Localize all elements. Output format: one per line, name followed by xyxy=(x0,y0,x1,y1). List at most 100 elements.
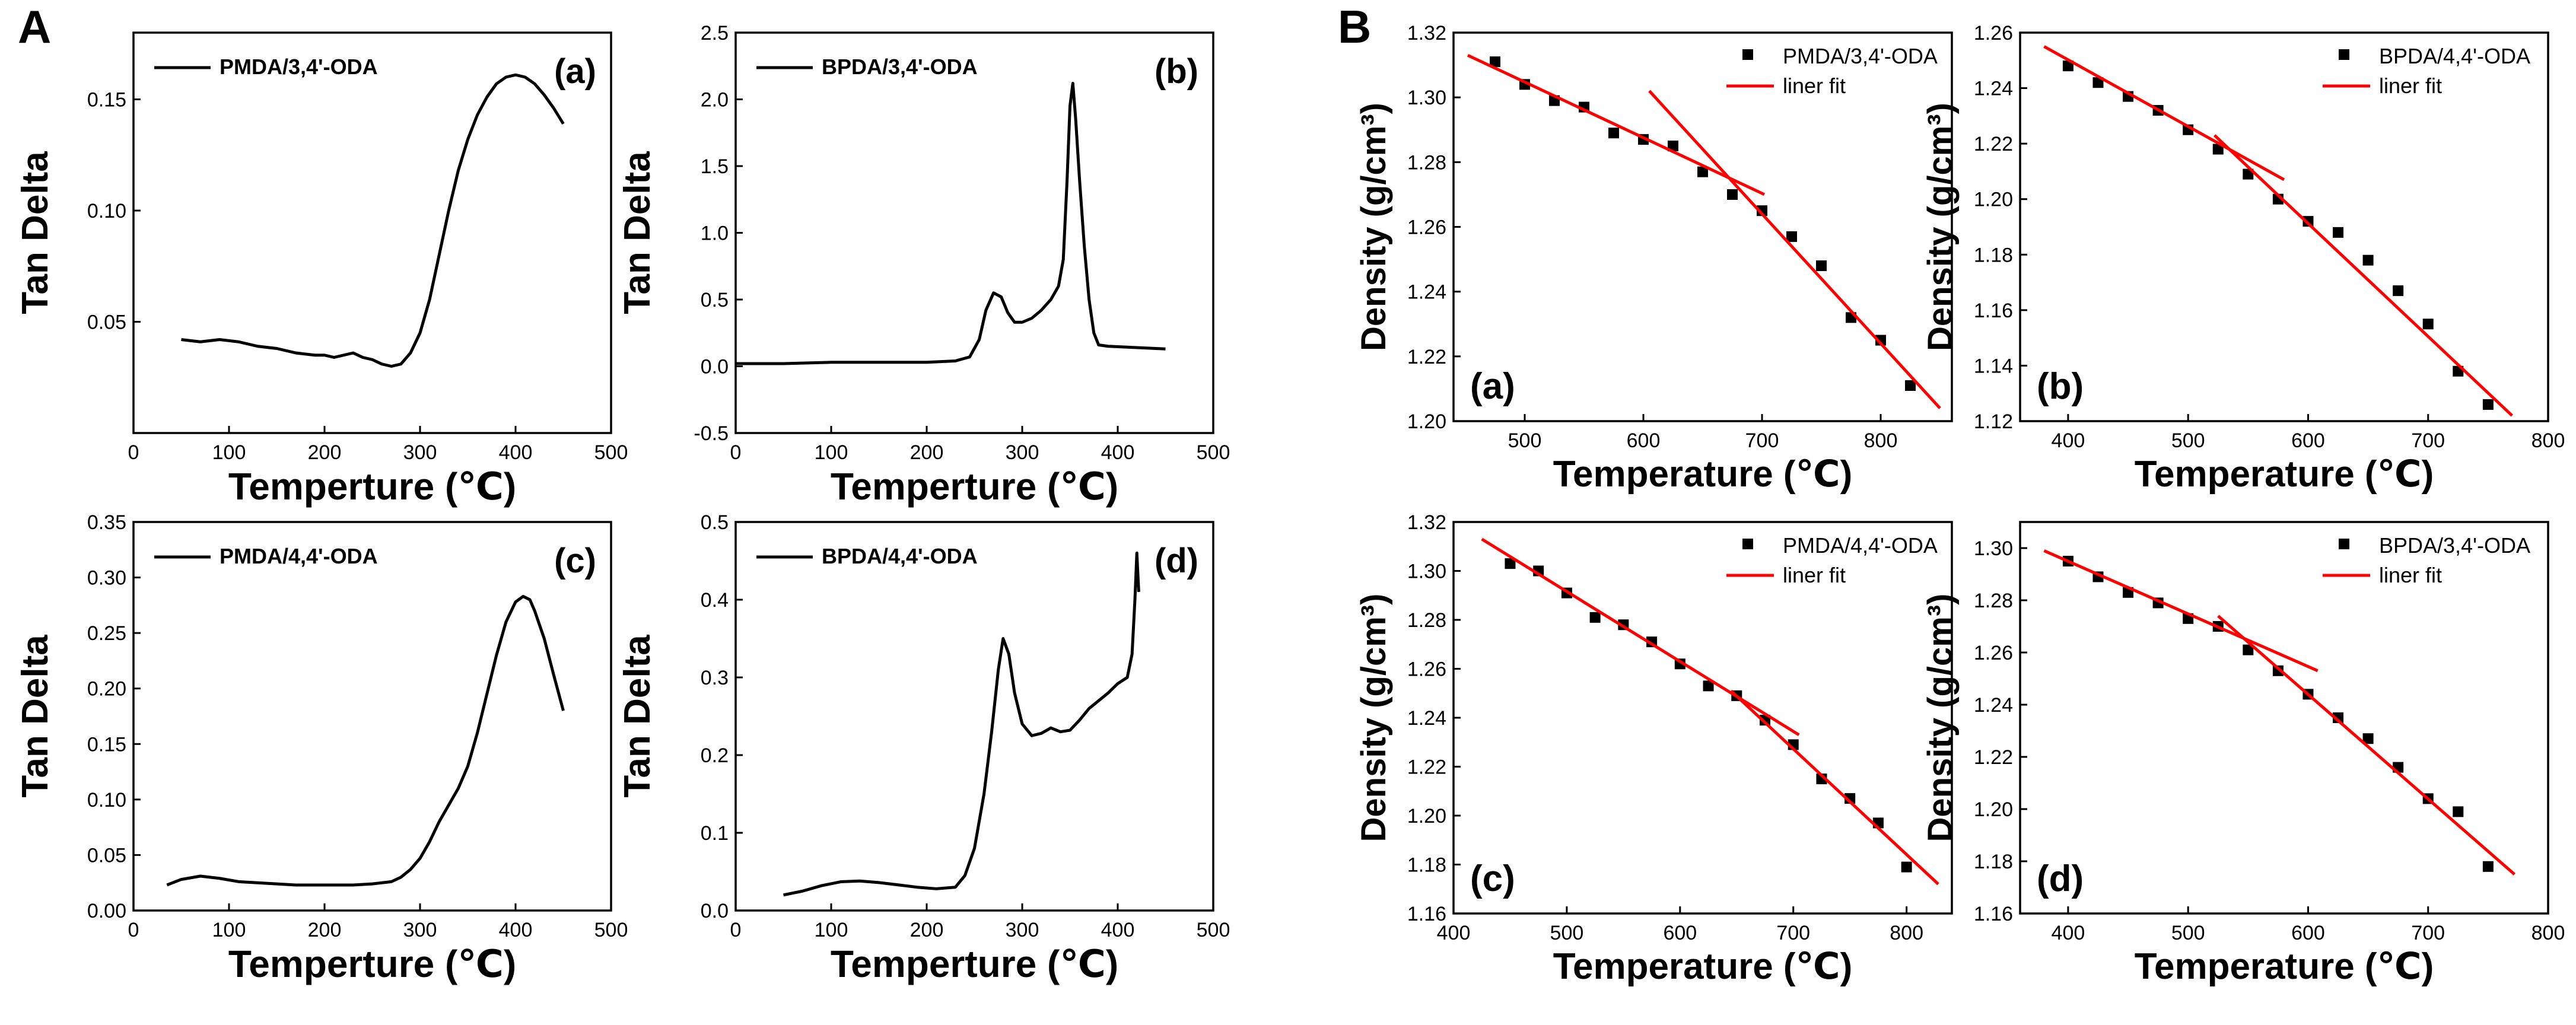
y-tick-label: 0.15 xyxy=(87,89,126,112)
y-tick-label: 0.0 xyxy=(701,356,729,378)
y-tick-label: 1.24 xyxy=(1974,78,2013,100)
x-tick-label: 500 xyxy=(2171,429,2205,452)
subplot-tag: (c) xyxy=(1470,858,1515,899)
x-tick-label: 400 xyxy=(2052,922,2085,944)
x-tick-label: 400 xyxy=(1437,922,1471,944)
chart-B-b: 400 500 600 700 800 1.12 1.14 1.16 1.18 1.20 1.22 1… xyxy=(1921,22,2565,495)
x-axis-label: Temperture (℃) xyxy=(228,943,516,985)
x-tick-label: 0 xyxy=(128,441,139,464)
data-point xyxy=(2482,399,2494,410)
y-tick-label: 1.12 xyxy=(1974,410,2013,433)
y-tick-label: 1.28 xyxy=(1407,609,1446,632)
x-tick-label: 700 xyxy=(2411,922,2445,944)
x-tick-label: 500 xyxy=(1508,429,1542,452)
data-point xyxy=(1668,141,1678,152)
x-axis-label: Temperture (℃) xyxy=(228,465,516,508)
y-tick-label: 1.24 xyxy=(1407,707,1446,730)
x-tick-label: 700 xyxy=(1776,922,1810,944)
data-point xyxy=(1703,680,1714,692)
x-tick-label: 500 xyxy=(594,441,628,464)
legend-label: PMDA/3,4'-ODA xyxy=(1783,44,1938,68)
y-tick-label: 0.30 xyxy=(87,567,126,590)
legend-label: BPDA/4,4'-ODA xyxy=(2379,44,2530,68)
plot-frame xyxy=(132,31,612,434)
y-tick-label: 1.20 xyxy=(1407,805,1446,827)
data-point xyxy=(1505,558,1516,569)
x-axis-label: Temperature (℃) xyxy=(2135,454,2434,495)
data-point xyxy=(1727,189,1738,200)
chart-A-c: 0 100 200 300 400 500 0.00 0.05 0.10 0.15 0.20 0.25… xyxy=(15,511,628,985)
y-tick-label: 0.3 xyxy=(701,667,729,689)
y-tick-label: 1.22 xyxy=(1407,346,1446,368)
data-point xyxy=(2362,254,2374,266)
y-tick-label: 1.18 xyxy=(1974,244,2013,266)
series-line xyxy=(736,82,1166,365)
plot-frame xyxy=(2019,521,2549,915)
y-tick-label: 1.22 xyxy=(1974,133,2013,155)
y-tick-label: 1.24 xyxy=(1407,281,1446,304)
x-tick-label: 400 xyxy=(1101,441,1135,464)
y-tick-label: 1.26 xyxy=(1974,22,2013,44)
x-tick-label: 300 xyxy=(1006,441,1039,464)
y-tick-label: 1.26 xyxy=(1974,642,2013,664)
y-tick-label: 0.35 xyxy=(87,511,126,534)
y-tick-label: 0.00 xyxy=(87,900,126,922)
y-tick-label: 1.32 xyxy=(1407,511,1446,534)
legend-marker xyxy=(2339,539,2349,549)
data-point xyxy=(1786,231,1797,242)
x-tick-label: 400 xyxy=(1101,919,1135,941)
legend-label: BPDA/3,4'-ODA xyxy=(2379,533,2530,558)
y-tick-label: 1.30 xyxy=(1407,87,1446,109)
x-tick-label: 0 xyxy=(730,441,742,464)
x-tick-label: 600 xyxy=(2291,429,2325,452)
y-tick-label: 1.30 xyxy=(1974,537,2013,560)
y-tick-label: -0.5 xyxy=(694,422,729,445)
x-tick-label: 100 xyxy=(815,441,848,464)
data-point xyxy=(1875,335,1886,346)
y-tick-label: 1.32 xyxy=(1407,22,1446,44)
x-tick-label: 0 xyxy=(730,919,742,941)
y-axis-label: Density (g/cm³) xyxy=(1921,103,1960,351)
fit-line xyxy=(2217,615,2516,876)
data-point xyxy=(2453,806,2464,817)
y-tick-label: 1.18 xyxy=(1407,854,1446,877)
y-tick-label: 1.24 xyxy=(1974,694,2013,717)
x-axis-label: Temperature (℃) xyxy=(1553,946,1853,987)
x-axis-label: Temperature (℃) xyxy=(2135,946,2434,987)
chart-A-d: 0 100 200 300 400 500 0.0 0.1 0.2 0.3 0.4 0.5 Temper… xyxy=(617,511,1230,985)
plot-frame xyxy=(734,31,1214,434)
x-axis-label: Temperture (℃) xyxy=(831,943,1118,985)
y-tick-label: 0.20 xyxy=(87,678,126,701)
subplot-tag: (a) xyxy=(1470,366,1515,407)
subplot-tag: (a) xyxy=(554,52,596,91)
x-tick-label: 800 xyxy=(2532,922,2565,944)
y-tick-label: 1.20 xyxy=(1407,410,1446,433)
chart-A-b: 0 100 200 300 400 500 -0.5 0.0 0.5 1.0 1.5 2.0 2.5 Te… xyxy=(617,22,1230,508)
x-tick-label: 200 xyxy=(308,919,342,941)
x-tick-label: 0 xyxy=(128,919,139,941)
x-tick-label: 500 xyxy=(1197,919,1230,941)
series-line xyxy=(181,73,565,368)
y-tick-label: 1.20 xyxy=(1974,798,2013,821)
data-point xyxy=(1757,205,1767,217)
data-point xyxy=(1816,260,1827,271)
x-tick-label: 300 xyxy=(1006,919,1039,941)
data-point xyxy=(1697,166,1708,177)
y-tick-label: 1.16 xyxy=(1407,903,1446,925)
data-point xyxy=(2482,861,2494,872)
y-tick-label: 2.0 xyxy=(701,89,729,112)
x-tick-label: 500 xyxy=(1197,441,1230,464)
plot-frame xyxy=(734,521,1214,912)
x-tick-label: 400 xyxy=(499,441,533,464)
y-tick-label: 1.28 xyxy=(1974,590,2013,612)
data-point xyxy=(1589,612,1601,623)
panel-label-B: B xyxy=(1338,1,1371,53)
plot-frame xyxy=(132,521,612,912)
fit-line xyxy=(1730,689,1939,886)
x-tick-label: 600 xyxy=(2291,922,2325,944)
x-tick-label: 700 xyxy=(2411,429,2445,452)
y-tick-label: 1.0 xyxy=(701,222,729,245)
data-point xyxy=(1901,861,1912,873)
x-tick-label: 500 xyxy=(2171,922,2205,944)
data-point xyxy=(1490,56,1500,68)
